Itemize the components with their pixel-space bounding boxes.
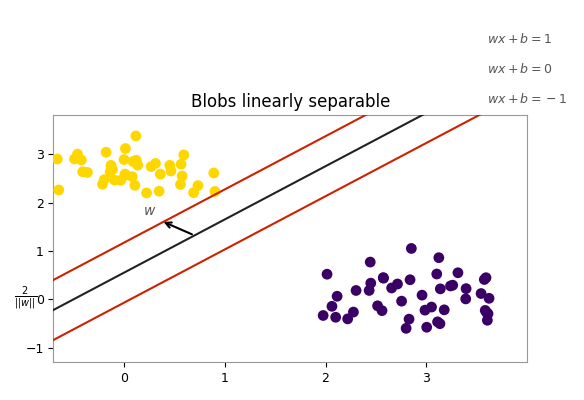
Point: [446, 283, 455, 289]
Point: [165, 162, 175, 168]
Point: [427, 304, 436, 310]
Point: [461, 296, 470, 302]
Point: [349, 309, 358, 315]
Point: [453, 270, 463, 276]
Point: [397, 298, 406, 304]
Point: [479, 276, 489, 283]
Point: [54, 187, 64, 193]
Point: [481, 274, 491, 281]
Point: [83, 169, 92, 176]
Point: [99, 176, 109, 183]
Point: [387, 285, 397, 291]
Point: [401, 325, 411, 332]
Point: [147, 164, 156, 170]
Point: [98, 181, 107, 188]
Point: [483, 317, 492, 324]
Point: [343, 316, 352, 322]
Point: [404, 316, 413, 322]
Text: $w x + b = -1$: $w x + b = -1$: [487, 92, 567, 106]
Point: [166, 168, 176, 174]
Point: [461, 286, 471, 292]
Point: [322, 271, 332, 278]
Point: [53, 156, 62, 162]
Point: [128, 158, 138, 165]
Point: [106, 162, 116, 168]
Text: $\frac{2}{||w||}$: $\frac{2}{||w||}$: [14, 285, 37, 312]
Point: [102, 149, 111, 156]
Point: [332, 293, 342, 300]
Point: [482, 309, 491, 316]
Point: [178, 173, 187, 179]
Point: [210, 188, 220, 195]
Point: [176, 161, 186, 167]
Title: Blobs linearly separable: Blobs linearly separable: [190, 93, 390, 111]
Point: [405, 276, 415, 283]
Point: [448, 282, 457, 288]
Point: [432, 271, 442, 277]
Point: [70, 156, 79, 162]
Text: $w x + b = 0$: $w x + b = 0$: [487, 62, 552, 76]
Point: [151, 160, 160, 167]
Point: [193, 182, 203, 189]
Point: [131, 157, 141, 164]
Point: [176, 181, 185, 188]
Point: [77, 157, 86, 163]
Point: [484, 295, 493, 302]
Point: [179, 152, 189, 158]
Point: [377, 308, 387, 314]
Point: [106, 169, 115, 175]
Point: [379, 275, 388, 281]
Point: [127, 174, 137, 180]
Point: [131, 133, 141, 139]
Point: [393, 281, 402, 287]
Point: [119, 156, 128, 163]
Point: [156, 171, 165, 177]
Point: [484, 310, 493, 317]
Point: [154, 188, 164, 194]
Point: [366, 280, 376, 286]
Point: [435, 320, 444, 327]
Point: [366, 259, 375, 265]
Point: [30, 174, 40, 180]
Point: [420, 307, 430, 313]
Point: [406, 245, 416, 252]
Point: [352, 287, 361, 294]
Point: [209, 170, 218, 176]
Point: [142, 190, 151, 196]
Point: [373, 303, 383, 309]
Point: [433, 319, 442, 325]
Point: [477, 290, 486, 297]
Point: [318, 312, 328, 319]
Point: [121, 145, 130, 152]
Point: [481, 307, 490, 314]
Point: [110, 177, 119, 183]
Point: [130, 182, 140, 188]
Point: [120, 171, 130, 177]
Point: [378, 274, 388, 281]
Point: [327, 303, 336, 310]
Point: [364, 287, 374, 294]
Point: [116, 177, 126, 184]
Point: [440, 307, 449, 313]
Point: [418, 292, 427, 298]
Point: [422, 324, 432, 330]
Point: [108, 166, 117, 173]
Point: [133, 162, 142, 168]
Point: [189, 190, 198, 196]
Point: [331, 314, 340, 320]
Text: $w x + b = 1$: $w x + b = 1$: [487, 32, 552, 46]
Point: [78, 168, 88, 175]
Point: [73, 151, 82, 157]
Point: [121, 172, 130, 178]
Point: [6, 176, 15, 182]
Point: [434, 254, 443, 261]
Point: [436, 286, 445, 292]
Text: $w$: $w$: [142, 204, 156, 218]
